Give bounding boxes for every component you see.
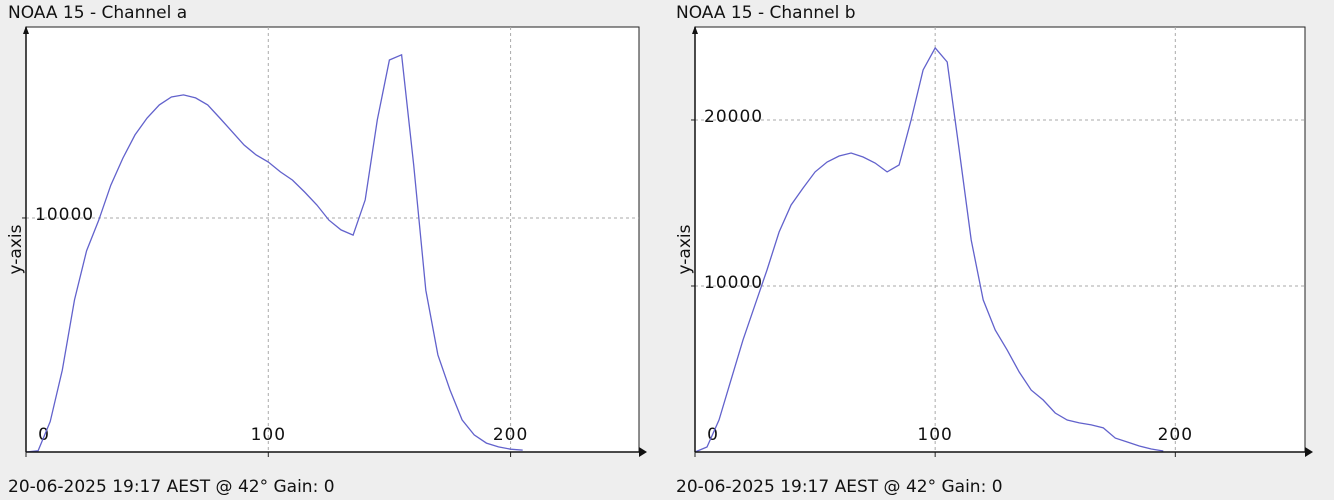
x-tick-label: 0 <box>38 425 50 445</box>
y-axis-label: y-axis <box>6 224 26 274</box>
y-axis-arrow <box>23 26 29 34</box>
y-axis-label: y-axis <box>675 224 695 274</box>
x-tick-label: 100 <box>917 425 952 445</box>
x-tick-label: 100 <box>251 425 286 445</box>
y-tick-label: 10000 <box>35 205 94 225</box>
chart-title: NOAA 15 - Channel a <box>8 3 187 23</box>
x-axis-arrow <box>639 447 647 457</box>
data-line <box>694 46 1164 453</box>
y-tick-label: 10000 <box>704 273 763 293</box>
footer-status: 20-06-2025 19:17 AEST @ 42° Gain: 0 <box>676 477 1003 497</box>
data-line <box>25 53 523 453</box>
plot-area <box>694 26 1306 453</box>
y-tick-label: 20000 <box>704 107 763 127</box>
x-axis-arrow <box>1305 447 1313 457</box>
y-axis-arrow <box>692 26 698 34</box>
chart-title: NOAA 15 - Channel b <box>676 3 856 23</box>
x-tick-label: 200 <box>493 425 528 445</box>
x-tick-label: 200 <box>1158 425 1193 445</box>
footer-status: 20-06-2025 19:17 AEST @ 42° Gain: 0 <box>8 477 335 497</box>
plot-area <box>25 26 640 453</box>
